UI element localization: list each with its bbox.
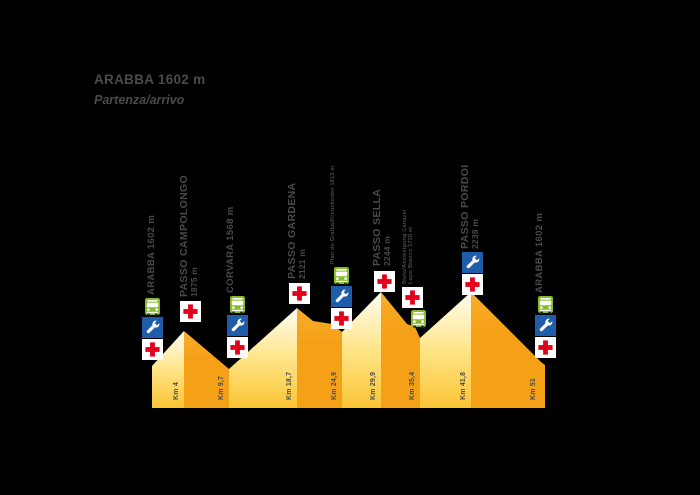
- page-subtitle: Partenza/arrivo: [94, 93, 185, 107]
- wrench-service-icon: [534, 315, 556, 336]
- page-title: ARABBA 1602 m: [94, 72, 206, 87]
- km-marker: Km 29,9: [370, 371, 377, 400]
- waypoint-text: Lupo Bianco 1720 m: [407, 226, 414, 284]
- waypoint-label-passo-gardena: PASSO GARDENA 2121 m: [286, 182, 308, 279]
- waypoint-text: 2244 m: [382, 235, 393, 266]
- profile-segment-ascent: [229, 308, 297, 408]
- waypoint-label-passo-sella: PASSO SELLA 2244 m: [371, 189, 393, 266]
- bus-stop-icon: [333, 266, 349, 285]
- first-aid-cross-icon: [401, 287, 423, 308]
- km-marker: Km 35,4: [409, 371, 416, 400]
- wrench-service-icon: [330, 286, 352, 307]
- waypoint-label-lupo-bianco: Bivio/Abzweigung Canazei Lupo Bianco 1720…: [402, 210, 415, 284]
- profile-segment-ascent: [152, 331, 184, 408]
- first-aid-cross-icon: [330, 308, 352, 329]
- bus-stop-icon: [144, 297, 160, 316]
- waypoint-label-arabba-end: ARABBA 1602 m: [534, 212, 545, 293]
- bus-stop-icon: [229, 295, 245, 314]
- profile-segment-descent: [297, 308, 342, 408]
- waypoint-text: 1875 m: [189, 266, 200, 297]
- wrench-service-icon: [226, 315, 248, 336]
- bus-stop-icon: [537, 295, 553, 314]
- bus-stop-icon: [410, 309, 426, 328]
- wrench-service-icon: [461, 252, 483, 273]
- first-aid-cross-icon: [226, 337, 248, 358]
- waypoint-text: ARABBA 1602 m: [534, 212, 545, 293]
- first-aid-cross-icon: [373, 271, 395, 292]
- profile-segment-ascent: [420, 292, 471, 408]
- chart-title-block: ARABBA 1602 m Partenza/arrivo: [94, 72, 205, 107]
- first-aid-cross-icon: [534, 337, 556, 358]
- waypoint-label-plan-de-gralba: Plan de Gralba/Kreuzboden 1813 m: [330, 165, 337, 264]
- waypoint-text: CORVARA 1568 m: [225, 206, 236, 293]
- waypoint-text: ARABBA 1602 m: [146, 214, 157, 295]
- first-aid-cross-icon: [141, 339, 163, 360]
- profile-segment-ascent: [342, 292, 381, 408]
- waypoint-label-arabba-start: ARABBA 1602 m: [146, 214, 157, 295]
- km-marker: Km 9,7: [218, 375, 225, 400]
- first-aid-cross-icon: [179, 301, 201, 322]
- first-aid-cross-icon: [461, 274, 483, 295]
- profile-segment-descent: [471, 292, 545, 408]
- waypoint-label-passo-pordoi: PASSO PORDOI 2239 m: [459, 164, 481, 249]
- km-marker: Km 18,7: [286, 371, 293, 400]
- waypoint-label-corvara: CORVARA 1568 m: [225, 206, 236, 293]
- km-marker: Km 41,8: [460, 371, 467, 400]
- profile-segment-descent: [184, 331, 229, 408]
- waypoint-text: Plan de Gralba/Kreuzboden 1813 m: [330, 165, 336, 264]
- first-aid-cross-icon: [288, 283, 310, 304]
- waypoint-text: 2239 m: [470, 218, 481, 249]
- km-marker: Km 51: [530, 377, 537, 400]
- waypoint-label-passo-campolongo: PASSO CAMPOLONGO 1875 m: [178, 175, 200, 297]
- wrench-service-icon: [141, 317, 163, 338]
- km-marker: Km 24,9: [331, 371, 338, 400]
- waypoint-text: 2121 m: [297, 248, 308, 279]
- profile-segment-descent: [381, 292, 420, 408]
- km-marker: Km 4: [173, 382, 180, 400]
